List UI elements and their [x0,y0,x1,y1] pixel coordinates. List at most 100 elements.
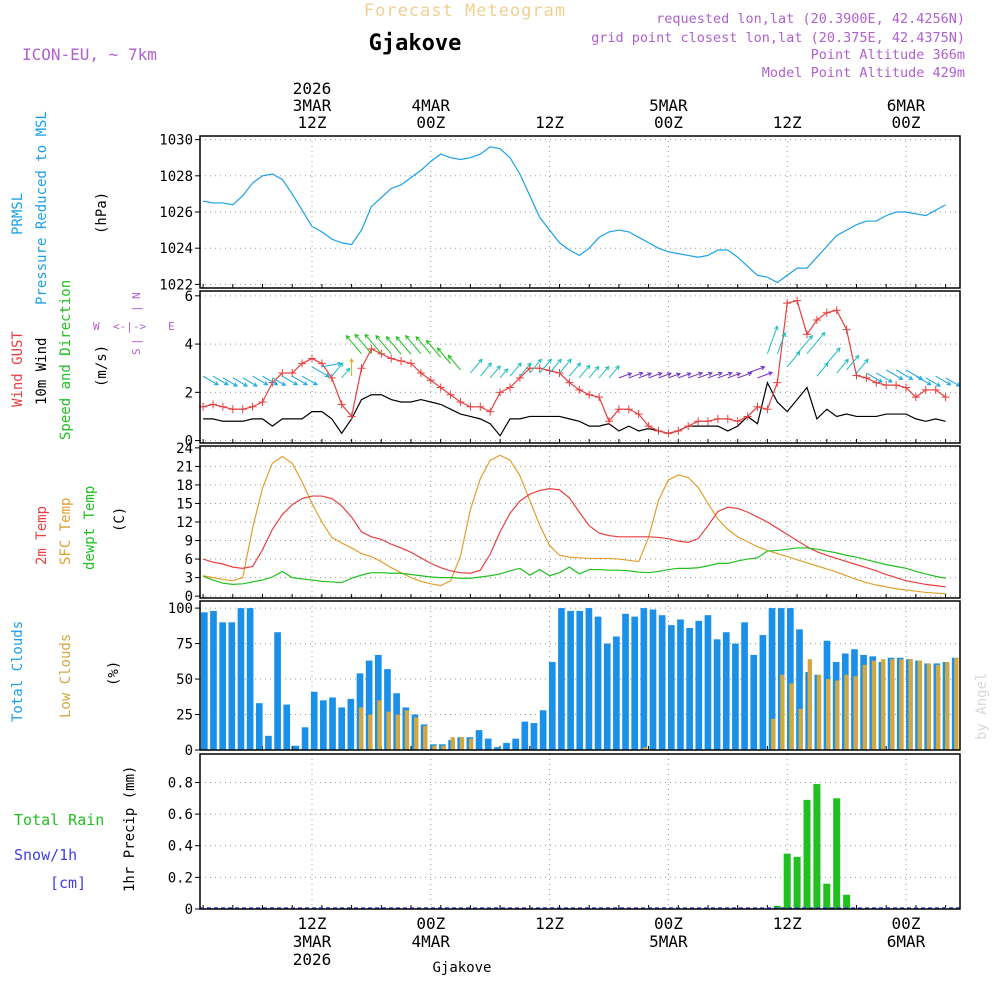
wind-direction-arrow [786,350,801,368]
total-cloud-bar [548,662,556,750]
low-cloud-bar [871,660,877,750]
total-cloud-bar [631,616,639,750]
wind-direction-arrow [509,362,522,377]
precip-unit-label: 1hr Precip (mm) [122,766,138,892]
prmsl-label: PRMSL [10,193,26,235]
y-tick-label: 1022 [159,277,193,293]
low-cloud-bar [450,737,455,750]
total-cloud-bar [320,700,327,750]
total-cloud-bar [686,627,693,750]
wind-direction-arrow [796,334,813,355]
wind-direction-arrow [354,333,372,355]
location-title: Gjakove [369,31,462,56]
wind-direction-arrow [232,377,248,387]
low-cloud-bar [945,662,950,750]
y-tick-label: 15 [176,496,193,512]
gust-marker [644,422,653,431]
model-altitude: Model Point Altitude 429m [762,65,965,81]
total-cloud-bar [484,738,492,750]
total-cloud-bar [365,660,373,750]
low-cloud-bar [935,664,941,750]
wind-direction-arrow [648,371,663,379]
total-cloud-bar [768,608,776,750]
y-tick-label: 9 [185,534,193,550]
wind-direction-arrow [549,358,562,374]
low-cloud-bar [899,659,904,750]
gust-marker [733,417,742,426]
total-cloud-bar [237,608,245,750]
gust-marker [278,369,287,378]
y-tick-label: 0 [185,434,193,450]
y-tick-label: 18 [176,478,193,494]
wind-direction-arrow [658,372,672,379]
wind-direction-arrow [202,375,219,386]
y-tick-label: 0.8 [168,775,193,791]
wind-direction-arrow [519,362,532,377]
low-cloud-bar [771,718,776,750]
wind-direction-arrow [806,331,826,355]
total-cloud-bar [658,615,666,750]
bottom-time-label: 00Z [654,914,683,933]
wind-direction-arrow [638,372,653,379]
gust-marker [268,378,277,387]
compass-arrows: <-|-> [113,320,146,333]
speed-direction-label: Speed and Direction [58,280,74,440]
total-cloud-bar [384,669,391,750]
wind-direction-arrow [282,375,299,386]
wind-direction-arrow [598,365,610,379]
total-cloud-bar [796,629,803,750]
pressure-unit-label: (hPa) [94,192,110,234]
total-cloud-bar [292,745,300,750]
snow-unit-label: [cm] [50,874,86,892]
top-time-label: 00Z [654,113,683,132]
total-cloud-bar [603,643,611,750]
total-cloud-bar [695,620,703,750]
total-cloud-bar [539,710,547,750]
gust-marker [753,402,762,411]
total-cloud-bar [255,703,263,750]
low-cloud-bar [853,676,858,750]
rain-bar [803,799,811,909]
gust-marker [515,373,524,382]
low-cloud-bar [835,680,840,750]
gust-marker [575,385,584,394]
wind-direction-arrow [222,377,239,387]
total-cloud-bar [750,654,758,750]
y-tick-label: 0 [185,902,193,918]
wind-direction-arrow [688,371,704,379]
low-cloud-bar [459,737,465,750]
total-cloud-bar [558,608,565,750]
gust-marker [456,397,465,406]
total-cloud-bar [622,613,629,750]
gust-marker [704,417,712,426]
gust-marker [466,402,475,411]
wind-direction-arrow [866,372,883,383]
low-cloud-bar [825,679,831,750]
rain-bar [823,883,831,909]
total-cloud-bar [667,625,675,750]
wind-unit-label: (m/s) [94,345,110,387]
bottom-time-label: 6MAR [887,932,926,951]
total-cloud-bar [283,704,291,750]
bottom-time-label: 4MAR [412,932,451,951]
y-tick-label: 1030 [159,133,193,149]
rain-bar [833,798,841,909]
low-cloud-bar [917,660,922,750]
gust-marker [684,422,693,431]
total-cloud-bar [567,610,574,750]
total-cloud-bar [759,635,767,750]
gust-marker [595,393,604,402]
total-cloud-bar [503,742,510,750]
total-cloud-bar [613,636,620,750]
y-tick-label: 4 [185,337,193,353]
compass-n: N [130,292,143,299]
compass-rose: N W E S <-|-> | | [93,292,175,355]
y-tick-label: 12 [176,515,193,531]
rain-bar [813,784,821,909]
gust-marker [506,383,514,392]
gust-marker [218,402,227,411]
low-cloud-bar [432,745,437,750]
panel-frame [199,753,961,910]
